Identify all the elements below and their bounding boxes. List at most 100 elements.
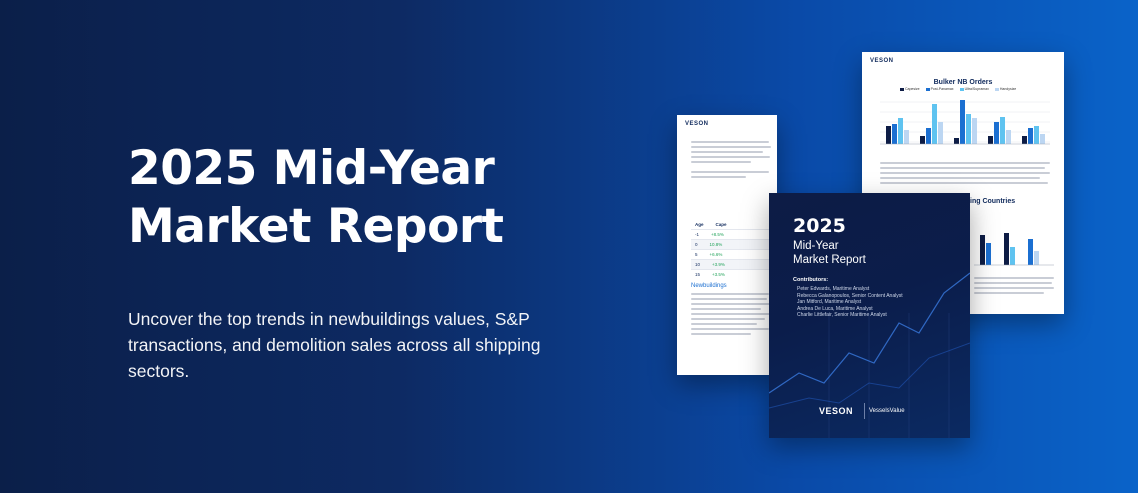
bar [904,130,909,144]
legend-label: Capesize [905,87,920,91]
contributors-list: Peter Edwards, Maritime Analyst Rebecca … [797,286,903,319]
page-title: 2025 Mid-Year Market Report [128,140,548,256]
bar-chart [880,100,1050,145]
table-row: 5 +6.6% [691,249,771,259]
cover-year: 2025 [793,215,846,237]
bar [988,136,993,144]
text-line [691,176,746,178]
bar [954,138,959,144]
table-row: 15 +3.5% [691,269,771,279]
bar-group [1022,126,1045,144]
bar [926,128,931,144]
contributor: Andrea De Luca, Maritime Analyst [797,305,873,312]
text-line [974,292,1044,294]
cell: +3.5% [712,272,725,277]
title-line-2: Market Report [128,199,504,254]
legend-label: Ultra/Supramax [964,87,989,91]
bar [966,114,971,144]
text-line [974,277,1054,279]
bar [920,136,925,144]
veson-logo: VESON [870,58,894,64]
report-cover: 2025 Mid-Year Market Report Contributors… [769,193,970,438]
bar [1010,247,1015,265]
cover-graphic [769,272,970,438]
contributor: Charlie Littlefair, Senior Maritime Anal… [797,312,887,318]
chart-title: Bulker NB Orders [933,79,993,86]
bar [898,118,903,144]
cell: +8.5% [711,232,724,237]
bar [1040,134,1045,144]
text-line [691,308,761,310]
report-page-left: VESON Age Cape -1 +8.5% 0 10.8% 5 +6.6% 10 +… [677,115,777,375]
bar [1000,117,1005,144]
vesselsvalue-logo: VesselsValue [869,408,905,414]
text-line [691,328,769,330]
text-line [691,171,769,173]
legend-label: Handysize [999,87,1017,91]
legend-item: Post-Panamax [925,87,954,91]
bar [1034,126,1039,144]
table-row: 10 +3.9% [691,259,771,269]
bar [1034,251,1039,265]
text-line [880,172,1050,174]
legend-item: Handysize [994,87,1017,91]
bar [1022,136,1027,144]
veson-logo: VESON [685,121,709,127]
column-header: Cape [715,222,727,227]
section-heading: ing Countries [970,198,1016,205]
bar [892,124,897,144]
data-table: Age Cape -1 +8.5% 0 10.8% 5 +6.6% 10 +3.9% 1… [691,220,771,279]
cell: 5 [695,252,698,257]
bar [980,235,985,265]
text-line [691,146,771,148]
contributors-label: Contributors: [793,277,829,283]
logo-divider [864,403,865,419]
cell: +6.6% [709,252,723,257]
legend-label: Post-Panamax [930,87,954,91]
bar-group [954,100,977,144]
text-line [691,156,770,158]
column-header: Age [695,222,704,227]
bar [994,122,999,144]
table-row: -1 +8.5% [691,229,771,239]
section-heading: Newbuildings [691,283,727,289]
table-row: 0 10.8% [691,239,771,249]
legend-item: Capesize [900,87,920,91]
cell: 10 [695,262,701,267]
cover-subtitle-line: Mid-Year [793,240,839,252]
bar [932,104,937,144]
bar [972,118,977,144]
bar [938,122,943,144]
bar [1028,128,1033,144]
cell: +3.9% [712,262,725,267]
text-line [691,161,751,163]
bar-group [920,104,943,144]
text-line [880,162,1050,164]
text-line [691,313,770,315]
bar [886,126,891,144]
contributor: Rebecca Galanopoulos, Senior Content Ana… [797,292,903,299]
legend-item: Ultra/Supramax [959,87,989,91]
bar [1028,239,1033,265]
bar [1004,233,1009,265]
bar-group [886,118,909,144]
text-line [880,182,1048,184]
cell: 10.8% [709,242,723,247]
text-line [691,323,757,325]
text-line [974,282,1052,284]
cell: 15 [695,272,701,277]
text-line [880,167,1045,169]
bar-group [988,117,1011,144]
text-line [691,141,769,143]
cover-subtitle: Mid-Year Market Report [793,239,913,267]
bar [960,100,965,144]
cover-subtitle-line: Market Report [793,254,866,266]
bar [1006,130,1011,144]
cell: 0 [695,242,698,247]
bar [986,243,991,265]
cell: -1 [695,232,700,237]
table-header: Age Cape [691,220,771,229]
text-line [691,293,769,295]
veson-logo: VESON [819,406,854,416]
